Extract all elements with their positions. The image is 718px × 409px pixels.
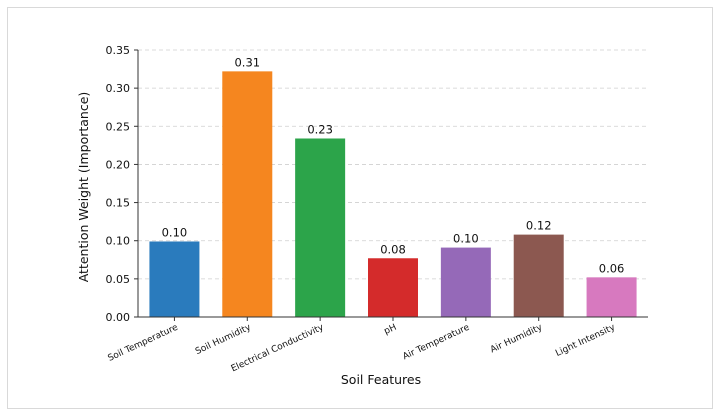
chart-frame [7,7,713,409]
x-axis-title: Soil Features [341,372,421,385]
bar [586,277,637,317]
bar-value-label: 0.08 [380,242,406,256]
bar [149,241,200,317]
bar-value-label: 0.31 [234,55,260,69]
y-tick-label: 0.25 [106,120,131,133]
bar-value-label: 0.10 [162,225,188,239]
y-tick-label: 0.35 [106,44,131,57]
y-ticks: 0.00 0.05 0.10 0.15 0.20 0.25 0.30 0.35 [106,44,138,324]
bars [149,71,637,317]
y-tick-label: 0.30 [106,82,131,95]
y-tick-label: 0.05 [106,273,131,286]
x-tick-label: Air Humidity [489,322,545,355]
y-axis-title: Attention Weight (Importance) [76,92,91,283]
bar [295,138,346,317]
x-tick-label: Soil Humidity [194,322,253,357]
x-tick-label: pH [383,323,399,337]
bar-value-label: 0.10 [453,232,479,246]
x-tick-label: Soil Temperature [107,322,181,363]
y-tick-label: 0.10 [106,235,131,248]
bar [222,71,273,317]
bar-chart: 0.00 0.05 0.10 0.15 0.20 0.25 0.30 0.35 Soil Te… [76,44,648,385]
bar-value-label: 0.06 [599,261,625,275]
x-tick-label: Light Intensity [554,322,617,359]
bar [513,234,564,317]
value-labels: 0.10 0.31 0.23 0.08 0.10 0.12 0.06 [162,55,625,275]
y-tick-label: 0.00 [106,311,131,324]
bar [440,247,491,317]
y-tick-label: 0.20 [106,158,131,171]
bar-value-label: 0.23 [307,122,333,136]
bar-value-label: 0.12 [526,219,552,233]
y-tick-label: 0.15 [106,197,131,210]
x-ticks: Soil Temperature Soil HumidityElectrical … [107,317,617,374]
x-tick-label: Air Temperature [401,322,471,362]
bar [368,258,418,317]
